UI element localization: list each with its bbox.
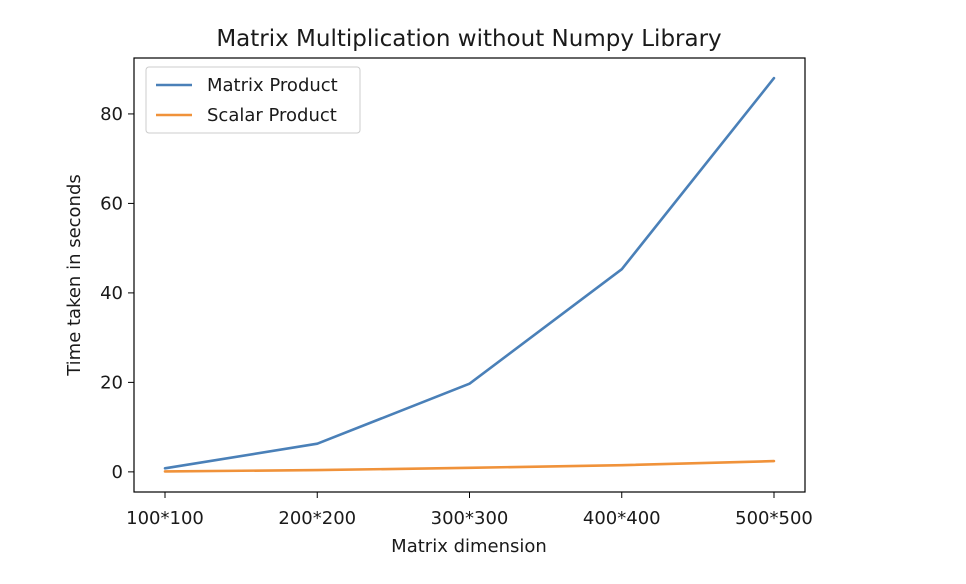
x-tick-label: 300*300: [431, 508, 509, 529]
y-axis: 0 20 40 60 80: [100, 104, 134, 483]
series-line-matrix-product: [163, 76, 776, 470]
chart-title: Matrix Multiplication without Numpy Libr…: [216, 26, 721, 52]
legend-frame: [145, 66, 361, 134]
x-tick-label: 400*400: [583, 508, 661, 529]
axes-frame: [133, 57, 806, 493]
legend-label-scalar-product: Scalar Product: [207, 105, 337, 126]
y-tick-label: 60: [100, 193, 123, 214]
y-axis-label: Time taken in seconds: [64, 174, 85, 377]
x-axis-label: Matrix dimension: [391, 536, 547, 557]
x-tick-label: 100*100: [126, 508, 204, 529]
x-tick-label: 500*500: [735, 508, 813, 529]
y-tick-label: 40: [100, 283, 123, 304]
x-axis: 100*100 200*200 300*300 400*400 500*500: [126, 492, 813, 529]
y-tick-label: 0: [112, 462, 123, 483]
series-line-scalar-product: [163, 459, 776, 473]
y-tick-label: 80: [100, 104, 123, 125]
legend: Matrix Product Scalar Product: [145, 66, 361, 134]
plot-area: [163, 76, 776, 473]
y-tick-label: 20: [100, 372, 123, 393]
x-tick-label: 200*200: [278, 508, 356, 529]
legend-label-matrix-product: Matrix Product: [207, 75, 338, 96]
